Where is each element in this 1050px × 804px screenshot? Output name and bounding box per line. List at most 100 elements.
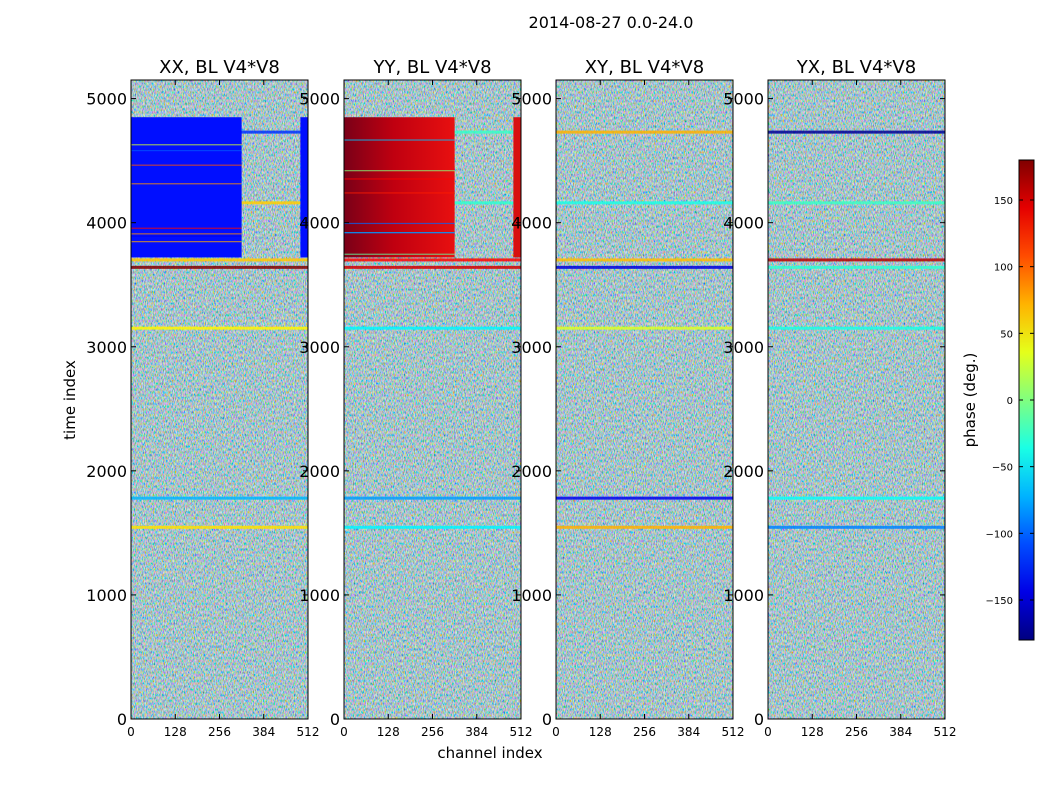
heatmap-band [131, 265, 308, 269]
heatmap-cells [556, 80, 733, 719]
x-tick-label: 384 [677, 725, 700, 739]
heatmap-band [768, 265, 945, 269]
y-tick-label: 2000 [86, 462, 127, 481]
y-tick-label: 3000 [299, 338, 340, 357]
panel-title: XX, BL V4*V8 [159, 57, 280, 78]
heatmap-block [513, 117, 521, 258]
colorbar-tick-label: 0 [1007, 396, 1013, 407]
heatmap-band [768, 201, 945, 205]
y-tick-label: 5000 [723, 90, 764, 109]
heatmap-band [556, 525, 733, 529]
heatmap-band [344, 222, 455, 225]
heatmap-band [344, 192, 455, 194]
colorbar-label: phase (deg.) [961, 353, 979, 448]
y-tick-label: 1000 [511, 586, 552, 605]
colorbar-tick-label: 150 [994, 196, 1013, 207]
panel-title: YX, BL V4*V8 [796, 57, 916, 78]
heatmap-band [768, 258, 945, 262]
heatmap-band [344, 232, 455, 234]
y-tick-label: 2000 [511, 462, 552, 481]
heatmap-band [131, 258, 308, 262]
x-tick-label: 0 [340, 725, 348, 739]
x-tick-label: 512 [722, 725, 745, 739]
panel-3: XY, BL V4*V8 0 128 256 384 512 0 1000 2000 3000 40… [511, 57, 744, 739]
heatmap-band [131, 149, 242, 152]
heatmap-block [344, 117, 455, 258]
panel-title: XY, BL V4*V8 [585, 57, 704, 78]
y-tick-label: 4000 [723, 214, 764, 233]
colorbar-tick-label: −50 [992, 463, 1013, 474]
x-tick-label: 256 [208, 725, 231, 739]
heatmap-band [344, 253, 455, 255]
heatmap-band [768, 496, 945, 500]
heatmap-band [131, 525, 308, 529]
x-tick-label: 512 [297, 725, 320, 739]
heatmap-band [556, 130, 733, 134]
x-tick-label: 256 [845, 725, 868, 739]
panel-1: XX, BL V4*V8 0 128 256 384 512 0 1000 2000 3000 40… [86, 57, 319, 739]
heatmap-band [131, 164, 242, 166]
figure-title: 2014-08-27 0.0-24.0 [529, 13, 694, 32]
x-tick-label: 0 [552, 725, 560, 739]
y-tick-label: 4000 [511, 214, 552, 233]
x-tick-label: 384 [465, 725, 488, 739]
heatmap-band [131, 496, 308, 500]
x-tick-label: 128 [801, 725, 824, 739]
heatmap-band [344, 326, 521, 330]
heatmap-band [344, 496, 521, 500]
x-axis-label: channel index [437, 744, 542, 762]
heatmap-band [768, 130, 945, 134]
heatmap-band [344, 178, 455, 180]
panel-2: YY, BL V4*V8 0 128 256 384 512 0 1000 2000 3000 40… [299, 57, 532, 739]
heatmap-band [556, 496, 733, 500]
x-tick-label: 512 [510, 725, 533, 739]
heatmap-band [556, 201, 733, 205]
panel-title: YY, BL V4*V8 [372, 57, 491, 78]
y-tick-label: 4000 [86, 214, 127, 233]
y-tick-label: 3000 [86, 338, 127, 357]
heatmap-band [344, 139, 455, 141]
y-tick-label: 5000 [86, 90, 127, 109]
y-tick-label: 2000 [299, 462, 340, 481]
colorbar-tick-label: 50 [1000, 329, 1013, 340]
y-tick-label: 0 [754, 710, 764, 729]
x-tick-label: 256 [633, 725, 656, 739]
y-tick-label: 3000 [511, 338, 552, 357]
y-tick-label: 0 [117, 710, 127, 729]
panel-4: YX, BL V4*V8 0 128 256 384 512 0 1000 2000 3000 40… [723, 57, 956, 739]
heatmap-band [768, 326, 945, 330]
heatmap-band [131, 233, 242, 235]
y-axis-label: time index [61, 360, 79, 440]
heatmap-band [131, 326, 308, 330]
y-tick-label: 3000 [723, 338, 764, 357]
y-tick-label: 5000 [511, 90, 552, 109]
x-tick-label: 128 [377, 725, 400, 739]
colorbar: −150 −100 −50 0 50 100 150 phase (deg.) [961, 159, 1035, 641]
x-tick-label: 0 [127, 725, 135, 739]
heatmap-band [131, 183, 242, 185]
y-tick-label: 0 [542, 710, 552, 729]
x-tick-label: 256 [421, 725, 444, 739]
heatmap-band [344, 258, 521, 262]
colorbar-tick-label: −100 [986, 529, 1013, 540]
x-tick-label: 384 [889, 725, 912, 739]
heatmap-band [344, 525, 521, 529]
heatmap-band [556, 265, 733, 269]
y-tick-label: 1000 [723, 586, 764, 605]
heatmap-block [300, 117, 308, 258]
heatmap-band [131, 144, 242, 146]
colorbar-tick-label: −150 [986, 596, 1013, 607]
y-tick-label: 1000 [86, 586, 127, 605]
heatmap-band [556, 326, 733, 330]
heatmap-band [344, 265, 521, 269]
y-tick-label: 0 [330, 710, 340, 729]
x-tick-label: 384 [252, 725, 275, 739]
heatmap-band [768, 525, 945, 529]
heatmap-band [131, 235, 242, 237]
x-tick-label: 128 [164, 725, 187, 739]
x-tick-label: 0 [764, 725, 772, 739]
heatmap-band [131, 241, 242, 243]
heatmap-cells [768, 80, 945, 719]
